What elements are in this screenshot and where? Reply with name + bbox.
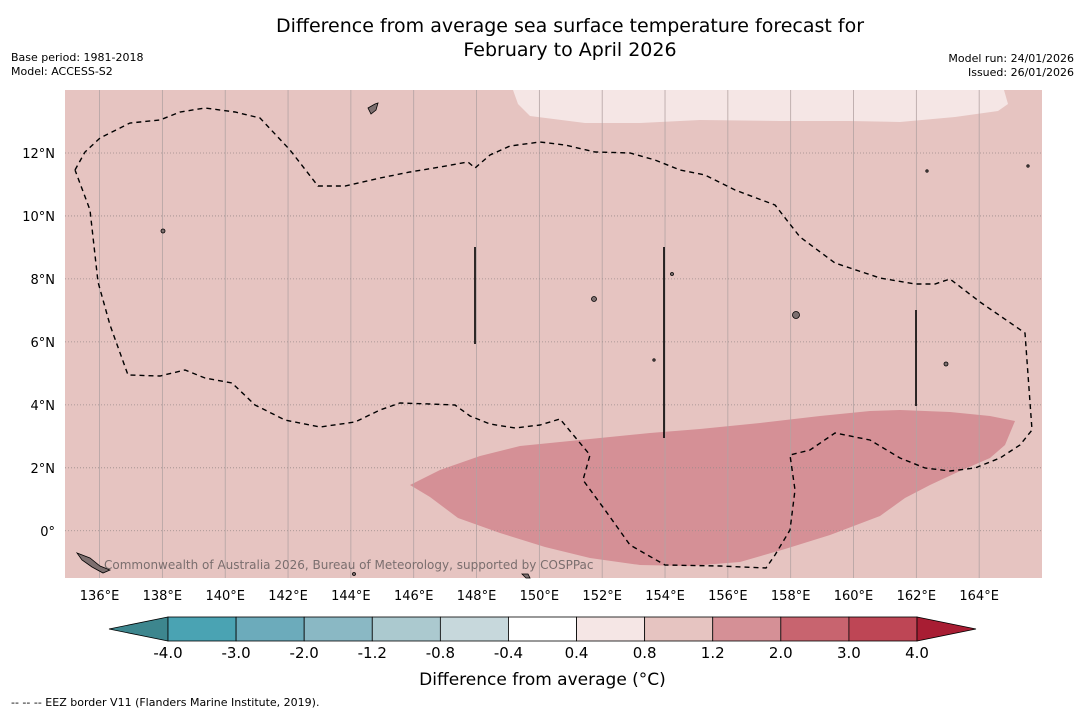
island-i <box>652 358 656 362</box>
island-north <box>367 102 379 115</box>
island-c <box>943 361 949 367</box>
colorbar <box>108 616 977 642</box>
lon-label: 140°E <box>205 589 245 604</box>
lon-label: 164°E <box>959 589 999 604</box>
graticule <box>65 90 1042 578</box>
island-d <box>591 296 597 302</box>
lat-label: 8°N <box>31 273 56 288</box>
high-anomaly-region <box>410 410 1015 566</box>
lon-label: 156°E <box>708 589 748 604</box>
lat-label: 0° <box>40 525 55 540</box>
lon-label: 146°E <box>394 589 434 604</box>
vertical-segments <box>474 247 917 438</box>
map-credit: Commonwealth of Australia 2026, Bureau o… <box>104 558 594 572</box>
island-e <box>670 272 674 276</box>
issued-text: Issued: 26/01/2026 <box>967 66 1074 79</box>
colorbar-bin <box>167 616 237 642</box>
colorbar-bin <box>439 616 509 642</box>
colorbar-tick-label: -2.0 <box>290 644 319 662</box>
islands <box>75 102 1030 579</box>
lon-label: 158°E <box>771 589 811 604</box>
colorbar-tick-label: -1.2 <box>358 644 387 662</box>
meta-right: Model run: 24/01/2026 Issued: 26/01/2026 <box>948 52 1074 80</box>
colorbar-bin <box>235 616 305 642</box>
colorbar-tick-label: 1.2 <box>701 644 725 662</box>
colorbar-tick-label: 2.0 <box>769 644 793 662</box>
colorbar-bin <box>508 616 577 642</box>
colorbar-bin <box>712 616 782 642</box>
colorbar-bin <box>780 616 850 642</box>
colorbar-tick-label: 0.4 <box>565 644 589 662</box>
colorbar-tick-label: 3.0 <box>837 644 861 662</box>
island-s <box>521 573 531 579</box>
lon-label: 138°E <box>143 589 183 604</box>
title-line-2: February to April 2026 <box>463 39 677 61</box>
colorbar-ticks: -4.0 -3.0 -2.0 -1.2 -0.8 -0.4 0.4 0.8 1.2 2.0 3.0 4… <box>153 644 929 662</box>
colorbar-tick-label: -3.0 <box>221 644 250 662</box>
island-sw <box>75 552 112 574</box>
colorbar-bin <box>644 616 714 642</box>
colorbar-bin <box>848 616 918 642</box>
lon-label: 144°E <box>331 589 371 604</box>
island-f <box>352 572 356 576</box>
colorbar-bin <box>371 616 441 642</box>
meta-left: Base period: 1981-2018 Model: ACCESS-S2 <box>11 51 143 79</box>
island-h <box>925 169 929 173</box>
lon-label: 150°E <box>520 589 560 604</box>
model-run-text: Model run: 24/01/2026 <box>948 52 1074 65</box>
colorbar-tick-label: -0.4 <box>494 644 523 662</box>
eez-border-line <box>74 107 1033 569</box>
colorbar-tick-label: 0.8 <box>633 644 657 662</box>
lat-label: 2°N <box>31 462 56 477</box>
map-title: Difference from average sea surface temp… <box>0 14 1085 62</box>
lon-label: 136°E <box>80 589 120 604</box>
lat-label: 6°N <box>31 336 56 351</box>
colorbar-extend-low <box>108 616 169 642</box>
lon-label: 142°E <box>268 589 308 604</box>
lon-label: 160°E <box>834 589 874 604</box>
lat-label: 4°N <box>31 399 56 414</box>
lon-label: 152°E <box>582 589 622 604</box>
longitude-labels: 136°E 138°E 140°E 142°E 144°E 146°E 148°E 150°E… <box>80 589 999 604</box>
island-b <box>792 311 800 319</box>
lon-label: 148°E <box>457 589 497 604</box>
colorbar-label: Difference from average (°C) <box>419 670 666 690</box>
island-a <box>160 228 166 234</box>
eez-footnote: -- -- -- EEZ border V11 (Flanders Marine… <box>11 696 320 709</box>
colorbar-bin <box>576 616 646 642</box>
latitude-labels: 12°N 10°N 8°N 6°N 4°N 2°N 0° <box>22 147 55 540</box>
lon-label: 162°E <box>897 589 937 604</box>
colorbar-tick-label: 4.0 <box>905 644 929 662</box>
lat-label: 12°N <box>22 147 55 162</box>
low-anomaly-region <box>513 90 1008 123</box>
colorbar-tick-label: -0.8 <box>426 644 455 662</box>
colorbar-extend-high <box>916 616 977 642</box>
island-g <box>1026 164 1030 168</box>
base-period-text: Base period: 1981-2018 <box>11 51 144 64</box>
colorbar-tick-label: -4.0 <box>153 644 182 662</box>
model-text: Model: ACCESS-S2 <box>11 65 113 78</box>
title-line-1: Difference from average sea surface temp… <box>275 15 865 37</box>
colorbar-bin <box>303 616 373 642</box>
lat-label: 10°N <box>22 210 55 225</box>
lon-label: 154°E <box>645 589 685 604</box>
